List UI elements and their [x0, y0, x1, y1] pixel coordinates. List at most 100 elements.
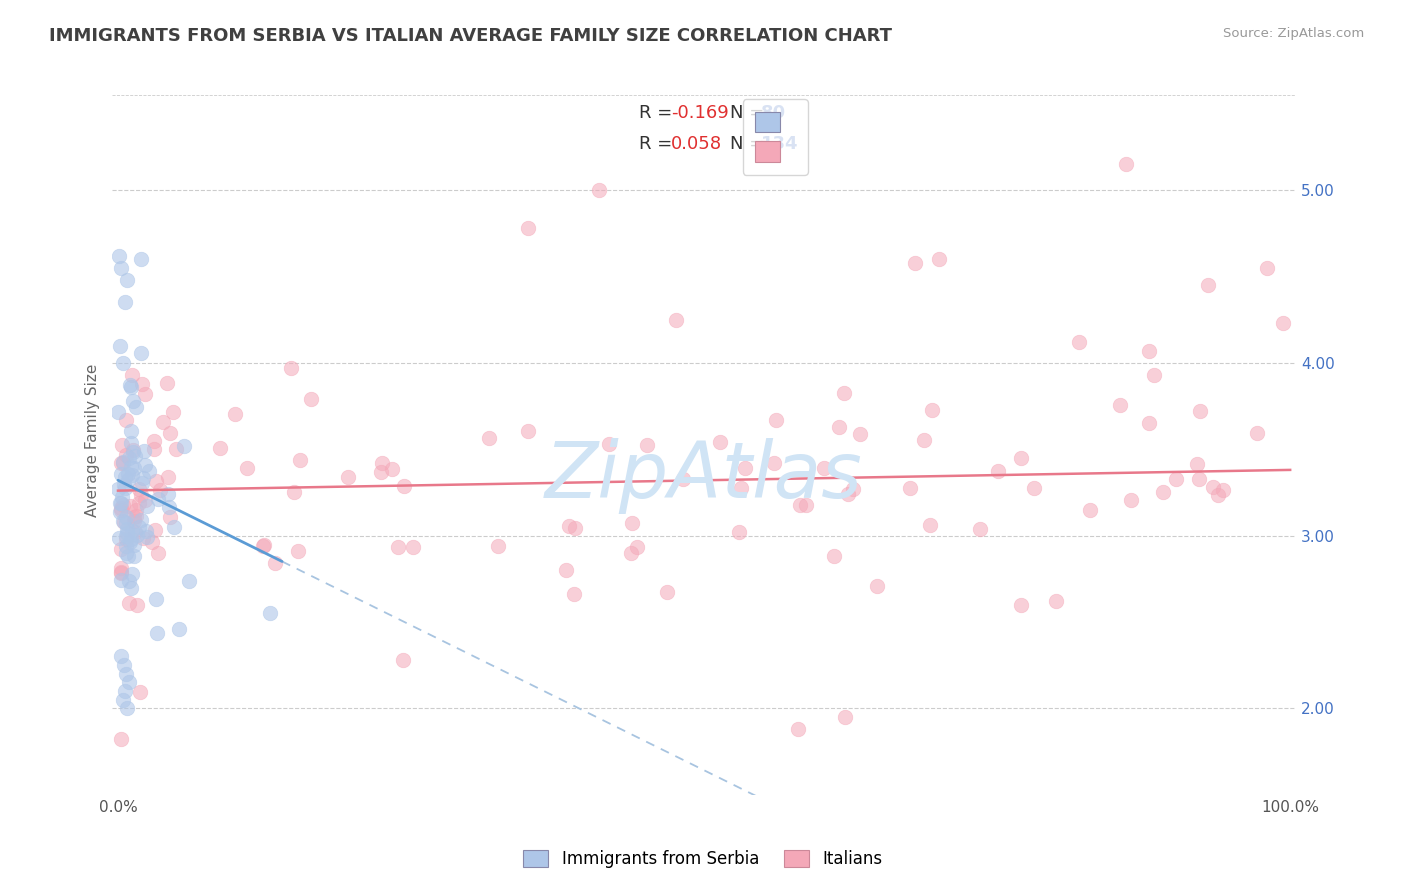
Point [728, 524, 751, 539]
Point [1185, 458, 1208, 472]
Point [562, 586, 585, 600]
Point [259, 607, 281, 621]
Point [1137, 416, 1160, 430]
Point [842, 482, 865, 496]
Point [146, 625, 169, 640]
Point [837, 487, 859, 501]
Point [1166, 471, 1188, 485]
Point [381, 462, 404, 476]
Point [112, 477, 135, 491]
Point [114, 546, 136, 560]
Point [110, 467, 132, 481]
Point [110, 561, 132, 575]
Point [392, 653, 415, 667]
Point [751, 140, 773, 154]
Point [517, 424, 540, 438]
Point [478, 431, 501, 445]
Point [1119, 493, 1142, 508]
Point [108, 496, 131, 510]
Point [128, 520, 150, 534]
Point [1022, 482, 1045, 496]
Point [111, 356, 134, 370]
Point [112, 515, 135, 529]
Point [132, 531, 155, 545]
Point [114, 533, 136, 547]
Point [1045, 594, 1067, 608]
Text: R =: R = [638, 104, 678, 122]
Point [157, 470, 180, 484]
Point [120, 532, 142, 546]
Point [786, 722, 808, 736]
Point [813, 460, 835, 475]
Point [280, 360, 302, 375]
Point [110, 731, 132, 746]
Point [620, 546, 643, 560]
Point [555, 563, 578, 577]
Point [832, 385, 855, 400]
Point [114, 539, 136, 553]
Point [159, 510, 181, 524]
Point [734, 460, 756, 475]
Point [914, 433, 936, 447]
Point [621, 516, 644, 531]
Y-axis label: Average Family Size: Average Family Size [86, 364, 100, 517]
Point [1069, 334, 1091, 349]
Point [108, 505, 131, 519]
Point [987, 464, 1010, 478]
Point [173, 439, 195, 453]
Point [921, 402, 943, 417]
Point [110, 566, 132, 580]
Point [1189, 403, 1212, 417]
Point [110, 503, 132, 517]
Point [598, 436, 620, 450]
Point [672, 472, 695, 486]
Point [1206, 488, 1229, 502]
Point [288, 453, 311, 467]
Point [129, 487, 152, 501]
Point [128, 482, 150, 496]
Point [114, 482, 136, 496]
Point [1202, 480, 1225, 494]
Point [118, 596, 141, 610]
Point [111, 692, 134, 706]
Point [789, 498, 811, 512]
Point [301, 392, 323, 406]
Text: ZipAtlas: ZipAtlas [546, 438, 863, 514]
Point [236, 461, 259, 475]
Point [141, 535, 163, 549]
Point [120, 435, 142, 450]
Point [112, 498, 135, 512]
Point [132, 471, 155, 485]
Legend: , : , [742, 99, 807, 175]
Point [969, 522, 991, 536]
Point [135, 524, 157, 538]
Point [208, 441, 231, 455]
Point [252, 539, 274, 553]
Point [129, 684, 152, 698]
Point [110, 541, 132, 556]
Point [134, 492, 156, 507]
Text: R =: R = [638, 135, 678, 153]
Point [159, 426, 181, 441]
Point [918, 517, 941, 532]
Point [730, 481, 752, 495]
Point [517, 221, 540, 235]
Point [253, 538, 276, 552]
Point [117, 273, 139, 287]
Point [163, 520, 186, 534]
Point [828, 420, 851, 434]
Point [108, 531, 131, 545]
Point [118, 574, 141, 588]
Point [1010, 598, 1032, 612]
Point [115, 510, 138, 524]
Point [129, 513, 152, 527]
Point [763, 456, 786, 470]
Point [110, 456, 132, 470]
Text: 134: 134 [761, 135, 799, 153]
Point [131, 252, 153, 266]
Point [111, 514, 134, 528]
Point [1197, 278, 1219, 293]
Point [927, 252, 949, 266]
Point [112, 455, 135, 469]
Point [125, 502, 148, 516]
